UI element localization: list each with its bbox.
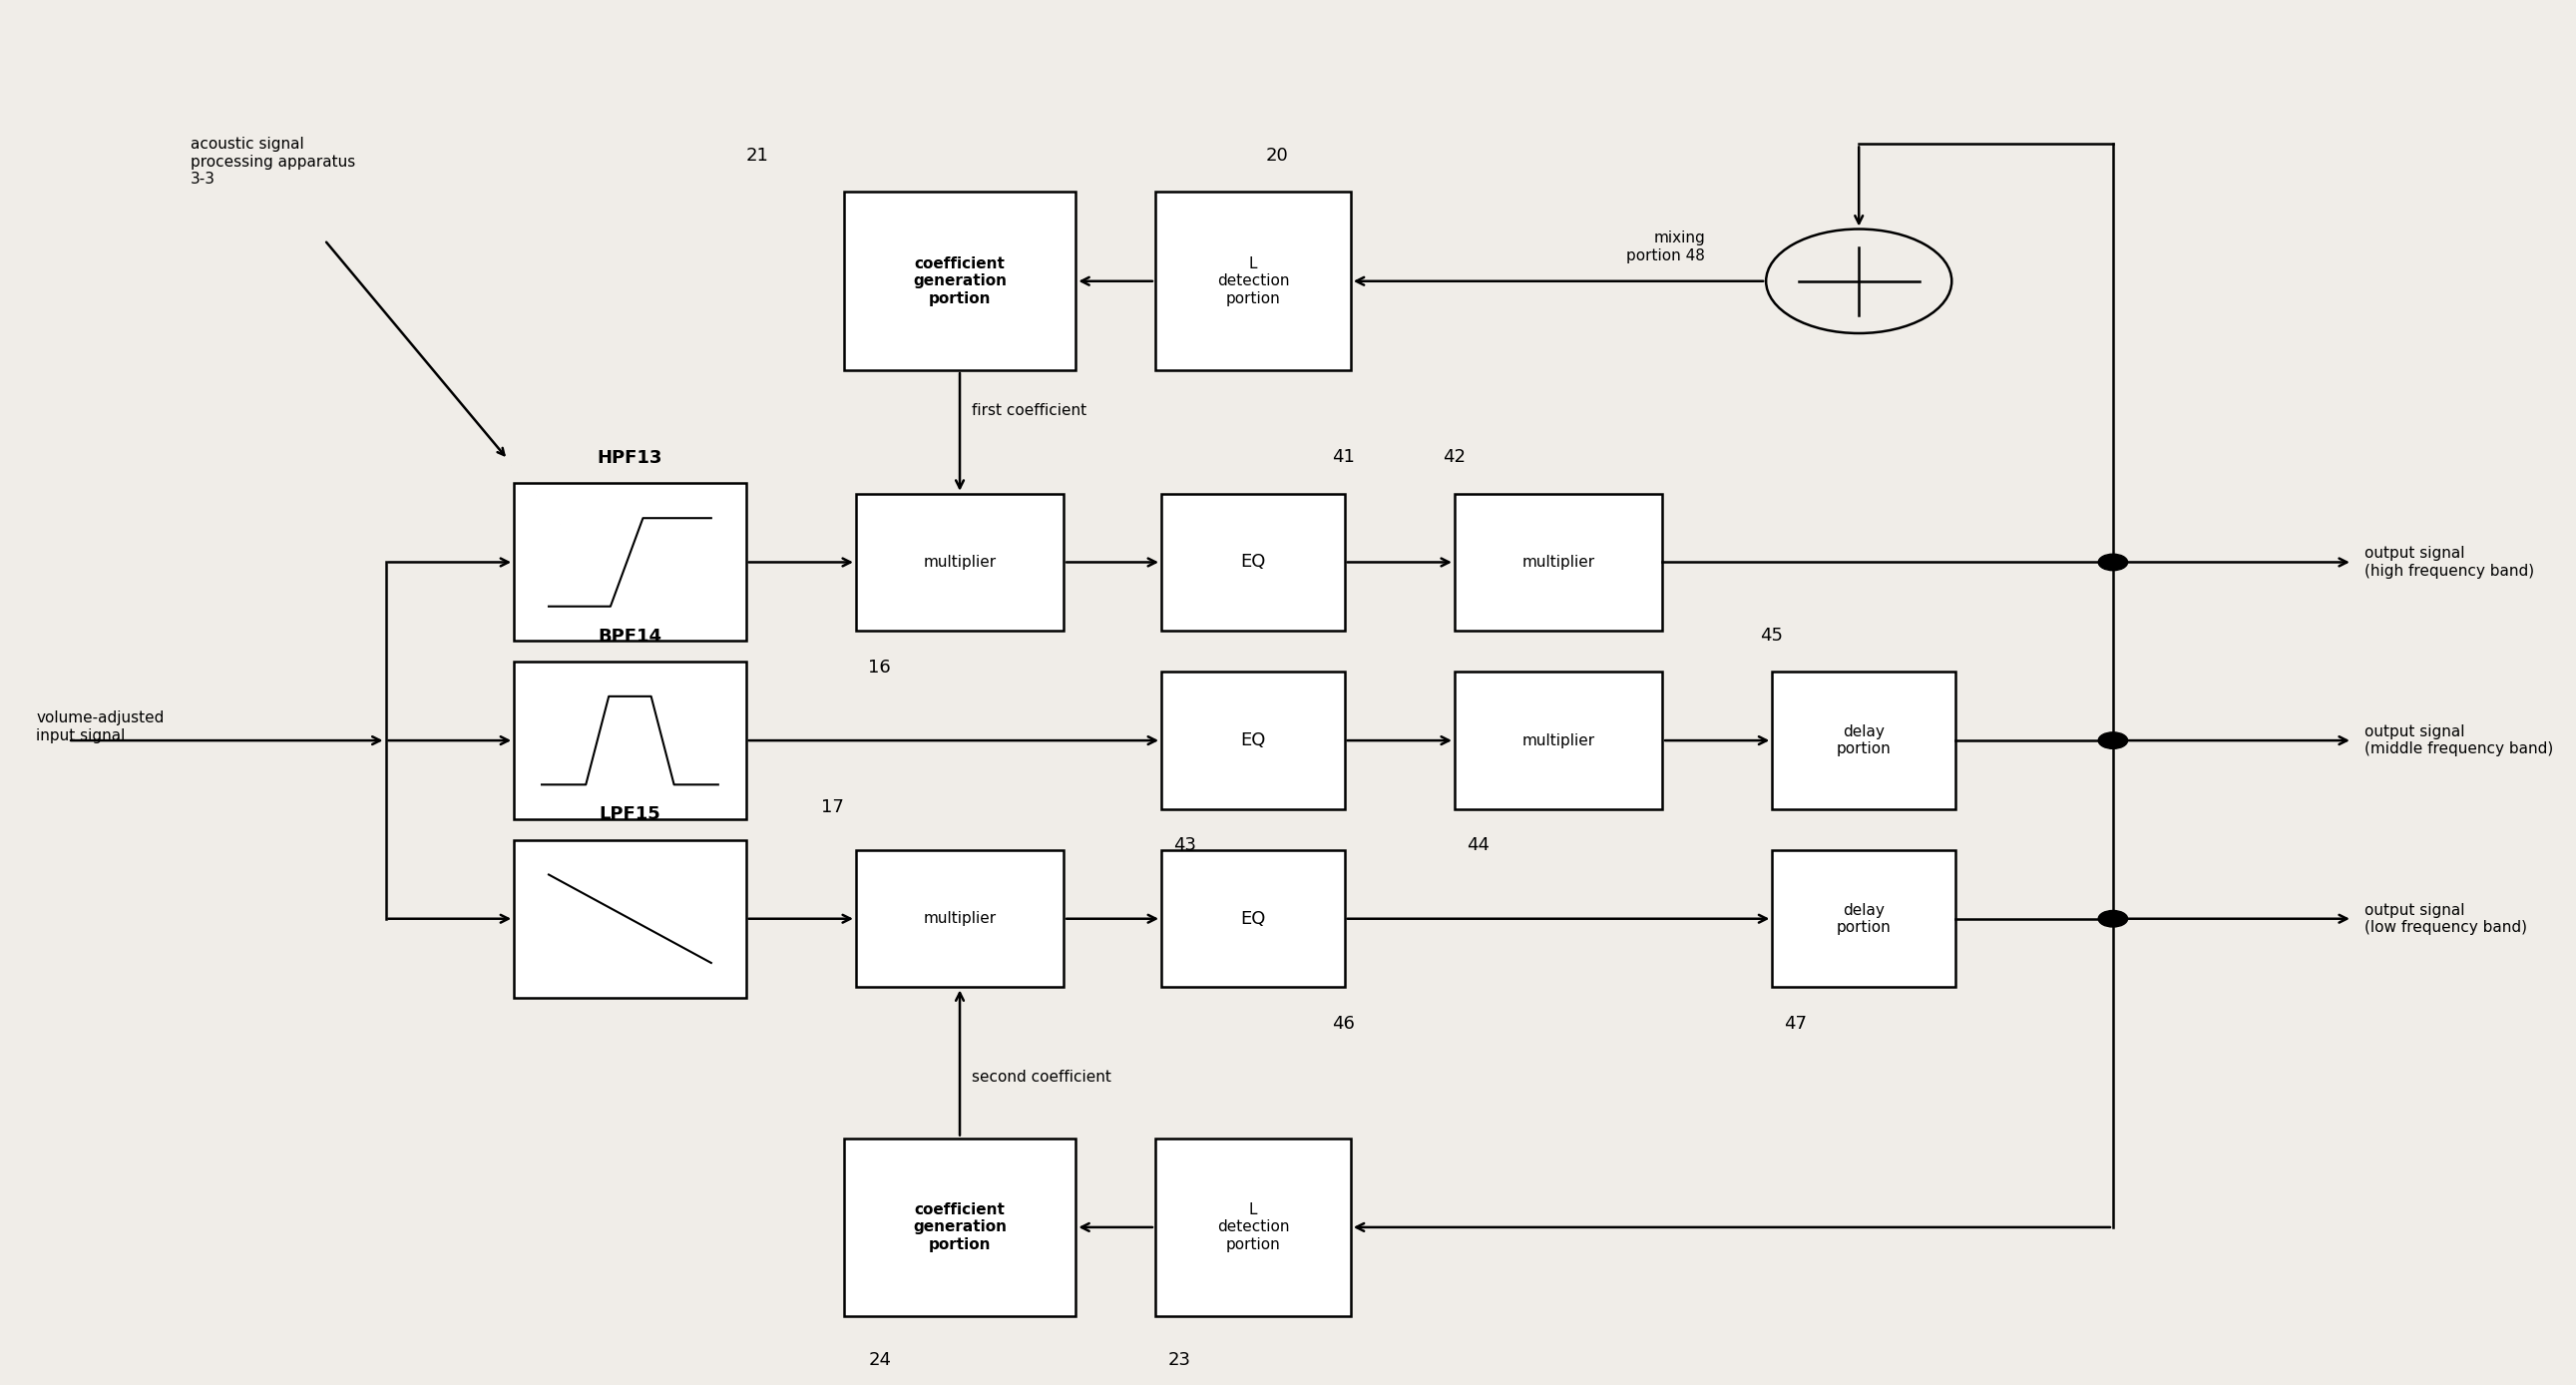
Text: 46: 46 bbox=[1332, 1015, 1355, 1033]
FancyBboxPatch shape bbox=[855, 493, 1064, 630]
Text: EQ: EQ bbox=[1239, 910, 1265, 928]
FancyBboxPatch shape bbox=[855, 850, 1064, 988]
Text: output signal
(high frequency band): output signal (high frequency band) bbox=[2365, 546, 2535, 579]
FancyBboxPatch shape bbox=[1455, 672, 1662, 809]
Text: 43: 43 bbox=[1175, 837, 1195, 855]
FancyBboxPatch shape bbox=[1455, 493, 1662, 630]
Text: multiplier: multiplier bbox=[1522, 733, 1595, 748]
Text: output signal
(low frequency band): output signal (low frequency band) bbox=[2365, 903, 2527, 935]
FancyBboxPatch shape bbox=[513, 839, 747, 997]
FancyBboxPatch shape bbox=[1772, 850, 1955, 988]
Text: 20: 20 bbox=[1265, 147, 1288, 165]
Text: 24: 24 bbox=[868, 1350, 891, 1368]
Text: 44: 44 bbox=[1466, 837, 1489, 855]
Text: EQ: EQ bbox=[1239, 731, 1265, 749]
Text: 47: 47 bbox=[1785, 1015, 1808, 1033]
Text: L
detection
portion: L detection portion bbox=[1216, 1202, 1288, 1252]
Text: multiplier: multiplier bbox=[922, 555, 997, 569]
Text: LPF15: LPF15 bbox=[600, 806, 662, 824]
Text: mixing
portion 48: mixing portion 48 bbox=[1625, 231, 1705, 263]
Text: 16: 16 bbox=[868, 658, 891, 676]
FancyBboxPatch shape bbox=[513, 483, 747, 641]
FancyBboxPatch shape bbox=[513, 662, 747, 820]
Text: first coefficient: first coefficient bbox=[971, 403, 1087, 418]
Text: EQ: EQ bbox=[1239, 553, 1265, 571]
Circle shape bbox=[2099, 554, 2128, 571]
Text: coefficient
generation
portion: coefficient generation portion bbox=[912, 256, 1007, 306]
Text: delay
portion: delay portion bbox=[1837, 903, 1891, 935]
Circle shape bbox=[2099, 910, 2128, 927]
FancyBboxPatch shape bbox=[845, 193, 1077, 370]
Text: 45: 45 bbox=[1759, 626, 1783, 644]
FancyBboxPatch shape bbox=[1154, 193, 1350, 370]
Text: 41: 41 bbox=[1332, 449, 1355, 467]
Text: volume-adjusted
input signal: volume-adjusted input signal bbox=[36, 711, 165, 742]
Text: second coefficient: second coefficient bbox=[971, 1069, 1113, 1084]
Text: 23: 23 bbox=[1167, 1350, 1190, 1368]
Circle shape bbox=[2099, 733, 2128, 749]
Text: coefficient
generation
portion: coefficient generation portion bbox=[912, 1202, 1007, 1252]
Text: L
detection
portion: L detection portion bbox=[1216, 256, 1288, 306]
Text: HPF13: HPF13 bbox=[598, 449, 662, 467]
Text: acoustic signal
processing apparatus
3-3: acoustic signal processing apparatus 3-3 bbox=[191, 137, 355, 187]
Text: delay
portion: delay portion bbox=[1837, 724, 1891, 756]
FancyBboxPatch shape bbox=[1162, 850, 1345, 988]
FancyBboxPatch shape bbox=[845, 1138, 1077, 1316]
Text: 42: 42 bbox=[1443, 449, 1466, 467]
Text: multiplier: multiplier bbox=[1522, 555, 1595, 569]
FancyBboxPatch shape bbox=[1162, 493, 1345, 630]
Text: BPF14: BPF14 bbox=[598, 627, 662, 645]
FancyBboxPatch shape bbox=[1162, 672, 1345, 809]
FancyBboxPatch shape bbox=[1772, 672, 1955, 809]
Text: output signal
(middle frequency band): output signal (middle frequency band) bbox=[2365, 724, 2553, 756]
Text: 17: 17 bbox=[822, 798, 845, 816]
FancyBboxPatch shape bbox=[1154, 1138, 1350, 1316]
Text: multiplier: multiplier bbox=[922, 911, 997, 927]
Text: 21: 21 bbox=[747, 147, 768, 165]
